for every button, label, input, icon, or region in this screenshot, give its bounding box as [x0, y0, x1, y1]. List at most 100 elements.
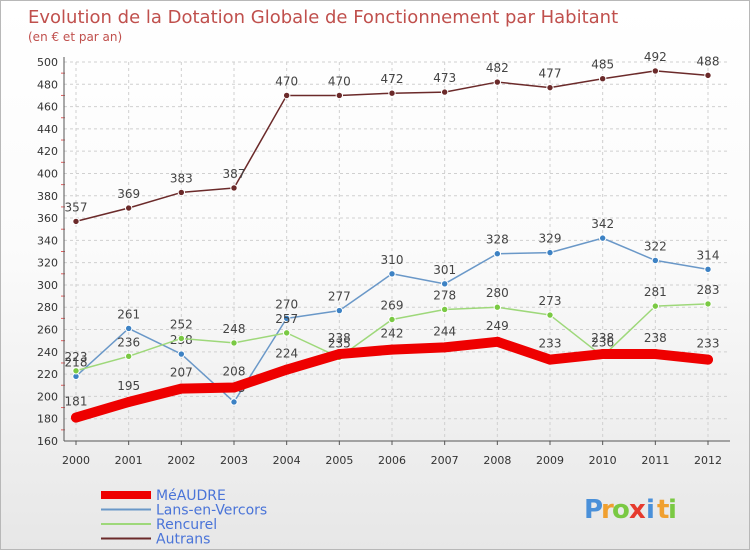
y-tick-label: 300 — [37, 279, 58, 292]
data-label: 233 — [539, 337, 562, 351]
y-tick-label: 240 — [37, 346, 58, 359]
x-tick-label: 2006 — [378, 454, 406, 467]
series-m-audre: 181 195 207 208 224 238 242 244 249 233 238 238 233 — [65, 319, 720, 423]
data-label: 249 — [486, 319, 509, 333]
y-tick-label: 380 — [37, 190, 58, 203]
data-point — [282, 314, 291, 323]
legend-label: Lans-en-Vercors — [156, 503, 267, 519]
data-label: 310 — [381, 253, 404, 267]
data-label: 257 — [275, 312, 298, 326]
logo-letter: r — [601, 495, 614, 525]
data-point — [546, 311, 554, 319]
data-label: 472 — [381, 72, 404, 86]
logo-letter: o — [612, 495, 630, 525]
chart-subtitle: (en € et par an) — [28, 30, 122, 44]
data-point — [704, 300, 712, 308]
logo-letter: t — [657, 495, 669, 525]
data-label: 269 — [381, 298, 404, 312]
data-point — [650, 349, 661, 360]
data-point — [177, 350, 186, 358]
data-label: 314 — [697, 248, 720, 262]
data-point — [545, 354, 555, 365]
data-label: 233 — [697, 337, 720, 351]
data-label: 244 — [433, 324, 456, 338]
data-label: 492 — [644, 50, 667, 64]
x-tick-label: 2008 — [483, 454, 511, 467]
logo-letter: i — [668, 495, 677, 525]
data-label: 208 — [223, 364, 246, 378]
data-label: 281 — [644, 285, 667, 299]
data-label: 242 — [381, 327, 404, 341]
data-point — [704, 265, 712, 274]
data-point — [651, 302, 660, 310]
data-point — [124, 352, 133, 360]
y-tick-label: 400 — [37, 167, 58, 180]
data-label: 328 — [486, 233, 509, 247]
x-tick-label: 2011 — [641, 454, 669, 467]
data-point — [72, 217, 80, 226]
data-label: 181 — [65, 395, 88, 409]
data-point — [230, 339, 238, 347]
data-label: 224 — [275, 347, 298, 361]
data-point — [282, 329, 291, 337]
data-point — [651, 256, 660, 265]
y-tick-label: 280 — [37, 301, 58, 314]
data-label: 301 — [433, 263, 456, 277]
y-tick-label: 440 — [37, 123, 58, 136]
data-point — [440, 305, 449, 314]
data-point — [72, 367, 80, 375]
x-tick-label: 2009 — [536, 454, 564, 467]
data-point — [335, 306, 344, 315]
data-label: 369 — [117, 187, 140, 201]
logo-letter: P — [584, 495, 603, 525]
y-tick-label: 160 — [37, 435, 58, 448]
data-label: 477 — [539, 67, 562, 81]
data-point — [388, 270, 396, 278]
data-label: 329 — [539, 232, 562, 246]
data-label: 273 — [539, 294, 562, 308]
y-tick-label: 180 — [37, 413, 58, 426]
y-tick-label: 320 — [37, 257, 58, 270]
data-label: 248 — [223, 322, 246, 336]
data-label: 357 — [65, 200, 88, 214]
data-label: 280 — [486, 286, 509, 300]
data-label: 470 — [328, 74, 351, 88]
legend-label: Rencurel — [156, 517, 217, 533]
data-point — [71, 412, 81, 423]
data-label: 236 — [591, 335, 614, 349]
data-point — [230, 184, 238, 192]
y-tick-label: 340 — [37, 234, 58, 247]
data-point — [230, 398, 238, 406]
series-autrans: 357 369 383 387 470 470 472 473 482 477 485 492 488 — [65, 50, 720, 226]
x-tick-label: 2004 — [273, 454, 301, 467]
series-layer: 357 369 383 387 470 470 472 473 482 477 485 492 488 2… — [65, 50, 720, 423]
data-point — [334, 349, 345, 360]
x-tick-label: 2012 — [694, 454, 722, 467]
y-tick-label: 360 — [37, 212, 58, 225]
data-point — [388, 315, 396, 324]
y-tick-label: 420 — [37, 145, 58, 158]
y-tick-label: 480 — [37, 78, 58, 91]
data-point — [440, 280, 449, 288]
data-point — [493, 303, 502, 311]
data-point — [440, 88, 449, 96]
data-point — [704, 71, 712, 80]
grid — [64, 61, 730, 442]
chart-title: Evolution de la Dotation Globale de Fonc… — [28, 7, 618, 28]
data-label: 488 — [697, 54, 720, 68]
data-point — [123, 396, 134, 407]
data-point — [597, 349, 608, 360]
data-point — [651, 67, 660, 75]
data-point — [177, 188, 186, 197]
data-label: 218 — [65, 355, 88, 369]
data-point — [493, 78, 502, 86]
data-label: 470 — [275, 74, 298, 88]
data-label: 482 — [486, 61, 509, 75]
data-label: 473 — [433, 71, 456, 85]
data-point — [492, 336, 503, 347]
x-tick-label: 2003 — [220, 454, 248, 467]
data-point — [124, 204, 133, 212]
data-point — [387, 344, 397, 355]
data-label: 270 — [275, 297, 298, 311]
